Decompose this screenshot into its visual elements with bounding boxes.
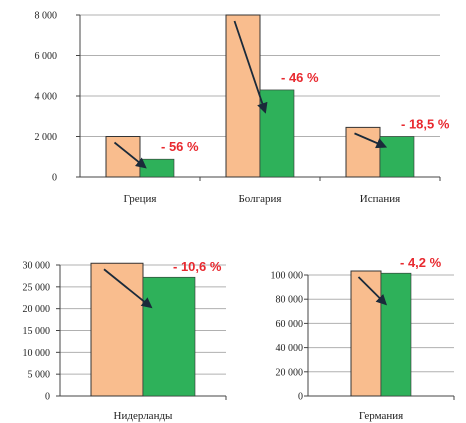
bar-before: [225, 14, 261, 178]
decline-arrow: [113, 141, 147, 169]
y-tick-label: 60 000: [276, 319, 304, 330]
percent-change-label: - 18,5 %: [401, 117, 450, 132]
y-tick-label: 40 000: [276, 343, 304, 354]
category-label: Германия: [359, 410, 403, 422]
y-tick-label: 30 000: [23, 261, 51, 272]
decline-arrow: [357, 276, 388, 306]
chart-netherlands: 0 5 000 10 000 15 000 20 000 25 000 30 000 - 10…: [23, 259, 227, 422]
bar-before: [345, 126, 381, 178]
bar-before: [105, 136, 141, 178]
y-tick-label: 4 000: [35, 92, 58, 103]
y-tick-label: 0: [298, 392, 303, 403]
y-tick-label: 2 000: [35, 132, 58, 143]
y-tick-label: 0: [45, 392, 50, 403]
bar-after: [380, 272, 412, 397]
bar-after: [379, 136, 415, 178]
y-tick-label: 25 000: [23, 282, 51, 293]
decline-arrow: [103, 268, 153, 309]
category-label: Болгария: [238, 193, 281, 205]
y-tick-label: 5 000: [28, 370, 51, 381]
bar-after: [139, 158, 175, 178]
percent-change-label: - 4,2 %: [400, 255, 442, 270]
y-tick-label: 80 000: [276, 295, 304, 306]
bar-after: [142, 276, 196, 397]
percent-change-label: - 10,6 %: [173, 259, 222, 274]
y-tick-label: 6 000: [35, 51, 58, 62]
y-tick-label: 20 000: [23, 304, 51, 315]
decline-arrow: [354, 132, 388, 149]
y-tick-label: 10 000: [23, 348, 51, 359]
y-tick-label: 0: [52, 173, 57, 184]
category-label: Греция: [124, 193, 157, 205]
percent-change-label: - 56 %: [161, 139, 199, 154]
y-tick-label: 20 000: [276, 367, 304, 378]
bar-before: [90, 262, 144, 397]
y-tick-label: 15 000: [23, 326, 51, 337]
category-label: Нидерланды: [114, 410, 174, 422]
y-tick-label: 8 000: [35, 11, 58, 22]
chart-germany: 0 20 000 40 000 60 000 80 000 100 000 - 4,2 % Г…: [271, 255, 455, 422]
category-label: Испания: [360, 193, 400, 205]
y-tick-label: 100 000: [271, 271, 304, 282]
bar-before: [350, 270, 382, 397]
bar-after: [259, 89, 295, 178]
decline-arrow: [233, 20, 268, 114]
chart-top: 0 2 000 4 000 6 000 8 000 - 56 % Греция - 46 % Б…: [35, 11, 450, 206]
percent-change-label: - 46 %: [281, 70, 319, 85]
